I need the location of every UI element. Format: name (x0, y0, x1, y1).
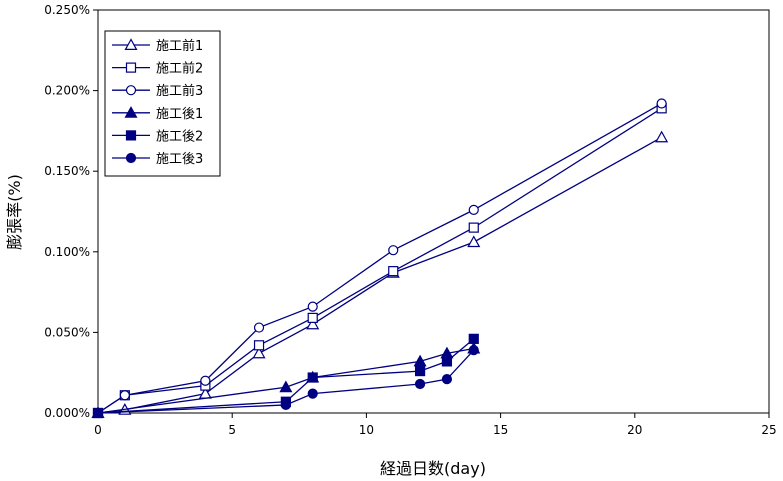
square-marker (441, 356, 453, 367)
circle-marker (414, 378, 426, 390)
x-tick-label: 5 (228, 423, 236, 437)
circle-marker (125, 152, 137, 164)
circle-marker (200, 375, 211, 386)
x-tick-label: 0 (94, 423, 102, 437)
y-tick-label: 0.250% (44, 3, 90, 17)
legend-label: 施工後1 (156, 107, 203, 122)
legend-item: 施工前3 (112, 83, 203, 99)
triangle-marker (655, 130, 669, 143)
series-line (97, 107, 662, 414)
circle-marker (119, 390, 130, 401)
square-marker (388, 266, 399, 277)
y-axis-label: 膨張率(%) (5, 174, 24, 250)
triangle-marker (306, 317, 320, 330)
circle-marker (307, 388, 318, 399)
circle-marker (280, 399, 291, 411)
square-marker (125, 130, 137, 141)
series-line (97, 349, 475, 414)
triangle-marker (467, 235, 481, 248)
legend-label: 施工後2 (156, 129, 203, 144)
circle-marker (125, 85, 137, 96)
circle-marker (441, 374, 453, 385)
circle-marker (468, 204, 479, 215)
y-tick-label: 0.200% (44, 84, 90, 98)
circle-marker (468, 345, 479, 356)
y-tick-label: 0.050% (44, 325, 90, 339)
y-tick-label: 0.000% (44, 406, 90, 420)
y-tick-label: 0.100% (44, 245, 90, 259)
legend-item: 施工前2 (112, 61, 203, 77)
legend-box (104, 30, 221, 177)
square-marker (307, 372, 318, 383)
circle-marker (388, 245, 399, 256)
x-tick-label: 15 (493, 423, 508, 437)
square-marker (468, 333, 479, 344)
x-tick-label: 25 (761, 423, 776, 437)
triangle-marker (413, 354, 427, 367)
series-6 (92, 345, 479, 419)
legend-item: 施工後3 (112, 152, 203, 167)
x-tick-label: 10 (359, 423, 374, 437)
triangle-marker (279, 380, 293, 393)
legend-label: 施工後3 (156, 152, 203, 167)
series-line (97, 347, 474, 414)
square-marker (307, 312, 318, 323)
square-marker (125, 62, 137, 73)
triangle-marker (252, 346, 266, 359)
legend-label: 施工前3 (156, 83, 203, 99)
circle-marker (656, 98, 667, 109)
legend-label: 施工前2 (156, 61, 203, 77)
square-marker (253, 340, 265, 351)
circle-marker (307, 301, 318, 312)
x-axis-label: 経過日数(day) (380, 459, 486, 478)
legend-label: 施工前1 (156, 38, 203, 54)
legend: 施工前1 施工前2 施工前3 施工後1 施工後2 施工後3 (104, 30, 221, 177)
triangle-marker (124, 38, 138, 51)
legend-item: 施工前1 (112, 38, 203, 54)
legend-item: 施工後2 (112, 129, 203, 144)
circle-marker (253, 322, 265, 333)
square-marker (468, 222, 479, 233)
legend-item: 施工後1 (112, 106, 203, 122)
x-tick-label: 20 (627, 423, 642, 437)
y-tick-label: 0.150% (44, 164, 90, 178)
triangle-marker (124, 106, 138, 118)
series-line (97, 102, 662, 414)
circle-marker (92, 407, 104, 419)
square-marker (414, 365, 426, 377)
